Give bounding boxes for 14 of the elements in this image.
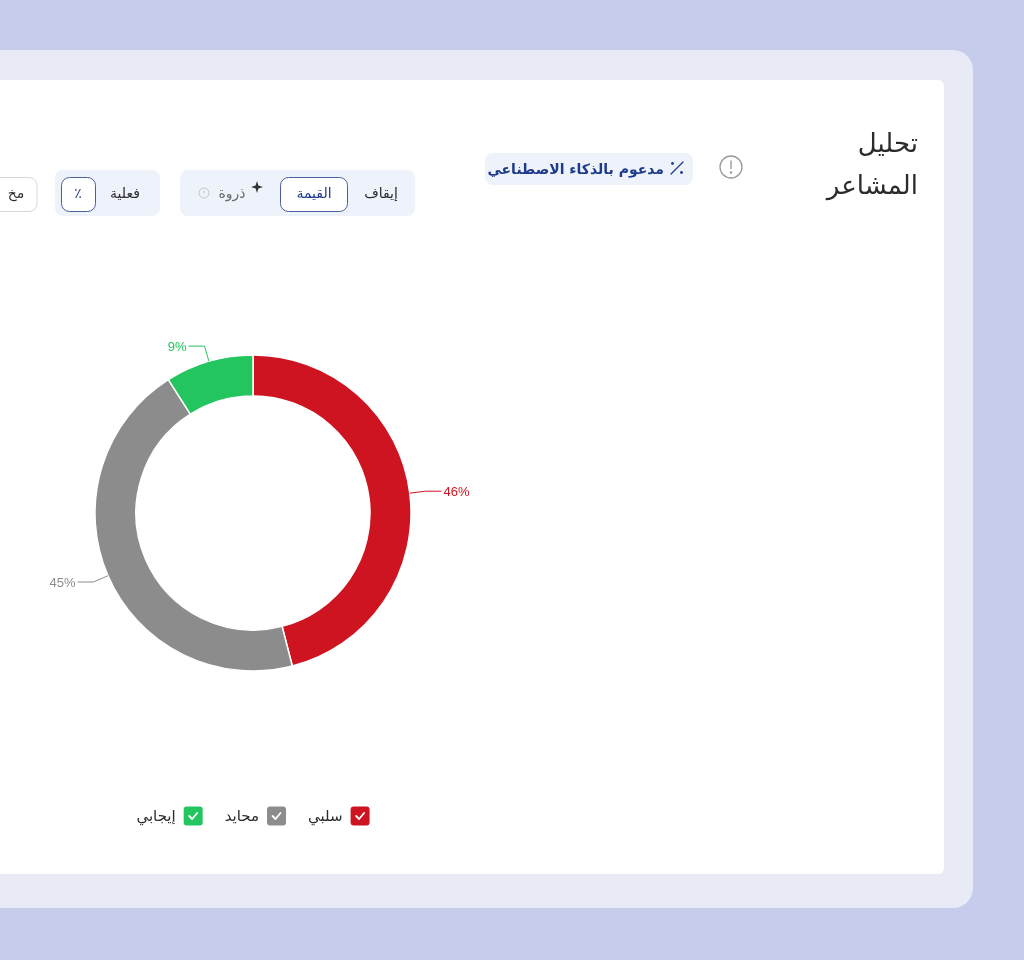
text: مدعوم بالذكاء الاصطناعي	[487, 161, 664, 178]
text: ذروة	[218, 185, 246, 202]
text: إيقاف	[364, 185, 398, 202]
data-label: 9%	[167, 338, 187, 354]
text: ٪	[74, 185, 82, 201]
data-label: 45%	[49, 574, 76, 590]
legend-label: سلبي	[308, 807, 343, 826]
text: تحليل المشاعر	[824, 127, 918, 203]
data-label: 46%	[443, 483, 470, 499]
text: فعلية	[110, 185, 140, 201]
text: مخ	[7, 185, 25, 202]
text: القيمة	[296, 185, 332, 201]
legend-label: محايد	[224, 807, 260, 825]
legend-label: إيجابي	[136, 807, 176, 826]
